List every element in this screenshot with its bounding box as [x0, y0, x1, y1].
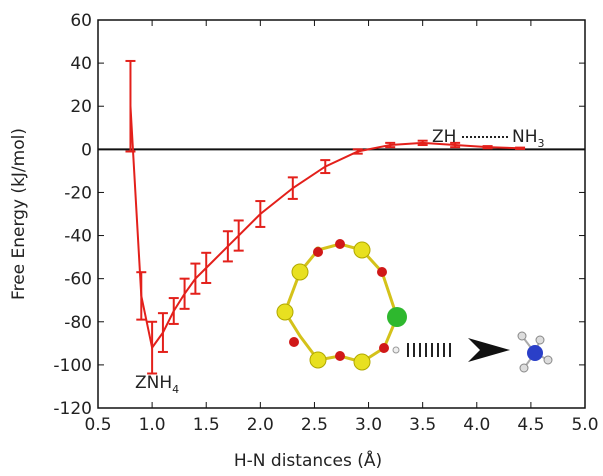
plot-frame: [98, 20, 585, 408]
annotation-subscript: 3: [538, 137, 545, 150]
y-tick-label: 60: [70, 11, 92, 31]
x-tick-label: 2.5: [301, 415, 328, 435]
y-tick-label: -80: [64, 313, 92, 333]
inset-molecule: [277, 239, 552, 372]
error-bar: [288, 177, 298, 199]
y-axis-title: Free Energy (kJ/mol): [9, 128, 29, 300]
chart: H-N distances (Å) Free Energy (kJ/mol) 0…: [0, 0, 603, 476]
annotation-text: ZNH: [135, 373, 172, 393]
x-tick-label: 3.0: [355, 415, 382, 435]
y-tick-label: -20: [64, 183, 92, 203]
error-bar: [125, 61, 135, 152]
x-tick-label: 3.5: [409, 415, 436, 435]
error-bar: [180, 279, 190, 309]
x-tick-label: 4.0: [463, 415, 490, 435]
error-bar: [320, 160, 330, 173]
error-bar: [223, 231, 233, 261]
error-bar: [515, 148, 525, 149]
y-tick-label: -60: [64, 270, 92, 290]
error-bar: [201, 253, 211, 283]
y-tick-label: -100: [53, 356, 92, 376]
error-bar: [158, 313, 168, 352]
x-tick-label: 2.0: [247, 415, 274, 435]
x-tick-label: 1.0: [139, 415, 166, 435]
y-tick-label: 40: [70, 54, 92, 74]
y-tick-label: 20: [70, 97, 92, 117]
data-line: [130, 106, 520, 347]
annotation: ZNH4: [135, 373, 179, 396]
annotation-text: NH: [512, 127, 538, 147]
x-tick-label: 5.0: [571, 415, 598, 435]
error-bar: [255, 201, 265, 227]
annotation: NH3: [512, 127, 545, 150]
x-tick-label: 1.5: [193, 415, 220, 435]
y-tick-label: 0: [81, 140, 92, 160]
annotation-subscript: 4: [172, 383, 179, 396]
error-bar: [190, 264, 200, 294]
x-axis-title: H-N distances (Å): [234, 449, 382, 471]
annotation: ZH: [432, 127, 456, 147]
error-bar: [234, 220, 244, 250]
x-tick-label: 4.5: [517, 415, 544, 435]
y-tick-label: -40: [64, 227, 92, 247]
y-tick-label: -120: [53, 399, 92, 419]
